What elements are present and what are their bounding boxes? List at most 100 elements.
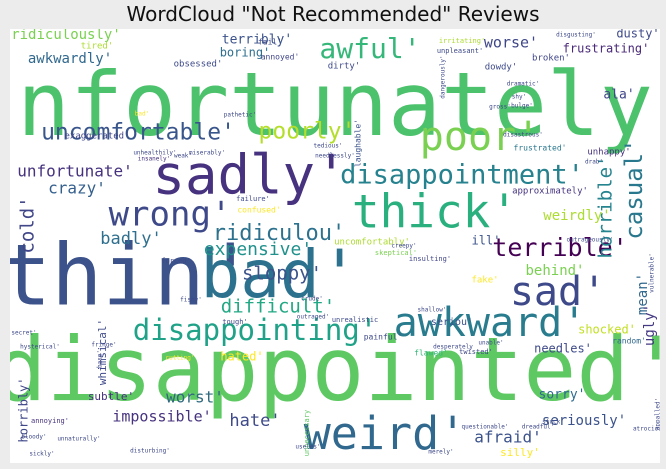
word-52: ill' [472, 234, 501, 248]
word-106: dangerously' [440, 55, 447, 98]
word-93: disturbing' [130, 448, 170, 455]
word-109: miserably' [189, 150, 225, 157]
word-48: subtle' [88, 390, 134, 403]
word-15: terrible' [492, 233, 627, 262]
word-120: crude' [301, 296, 323, 303]
word-113: shallow' [418, 307, 447, 314]
word-84: base' [97, 350, 104, 368]
word-46: boring' [220, 46, 271, 60]
word-81: skeptical' [375, 249, 417, 257]
word-28: ridiculously' [11, 29, 121, 43]
word-32: weirdly' [543, 208, 610, 224]
word-7: awkward' [394, 300, 587, 346]
word-cloud: unfortunately'disappointed'thin'bad'sadl… [10, 29, 660, 463]
word-77: unrealistic [332, 316, 378, 324]
word-71: irritating' [439, 37, 485, 45]
word-29: awkwardly' [28, 51, 112, 67]
word-11: disappointing' [133, 313, 377, 347]
word-111: needlessly' [315, 153, 355, 160]
word-85: unnecessary [303, 410, 311, 456]
word-69: fake' [471, 276, 498, 286]
word-18: ridiculou' [213, 221, 345, 246]
word-36: hate' [229, 411, 280, 431]
word-56: uncomfortably' [334, 238, 410, 248]
word-8: poor' [420, 114, 540, 160]
word-83: forced' [161, 257, 191, 265]
word-50: silly' [500, 446, 540, 459]
word-119: gross' [489, 104, 511, 111]
word-82: insulting' [409, 255, 451, 263]
word-5: weird' [304, 407, 467, 460]
word-97: dreadful' [522, 424, 555, 431]
word-53: seriou' [431, 317, 473, 328]
word-44: frustrating' [563, 42, 650, 56]
word-0: unfortunately' [10, 53, 660, 156]
chart-title: WordCloud "Not Recommended" Reviews [126, 2, 540, 26]
word-4: sadly' [152, 144, 347, 207]
word-80: tough' [222, 318, 247, 326]
word-20: horrible' [595, 156, 617, 259]
word-31: mean' [635, 273, 651, 315]
word-55: approximately' [512, 187, 588, 197]
word-42: shocked' [578, 323, 636, 337]
word-3: bad' [201, 236, 360, 313]
word-75: failure' [236, 195, 270, 203]
word-78: twisted' [459, 348, 493, 356]
word-49: horribly' [17, 377, 31, 442]
word-cloud-background [10, 29, 660, 463]
word-101: dramatic' [507, 81, 540, 88]
word-121: outraged' [297, 314, 330, 321]
word-35: worst' [166, 388, 224, 407]
word-41: needles' [534, 342, 592, 356]
word-40: seriously' [542, 413, 626, 429]
word-45: dusty' [616, 29, 659, 41]
word-27: worse' [484, 34, 538, 52]
word-86: cutting' [166, 355, 195, 362]
word-cloud-words: unfortunately'disappointed'thin'bad'sadl… [10, 29, 660, 460]
word-26: badly' [100, 229, 161, 249]
word-54: exaggerated' [64, 132, 129, 142]
word-74: annoying' [31, 417, 69, 425]
word-107: unhealthily' [133, 150, 176, 157]
word-90: atrocious' [633, 426, 660, 433]
word-116: fringe' [91, 342, 116, 349]
word-114: secret' [11, 330, 36, 337]
word-63: dowdy' [485, 63, 518, 73]
word-22: cold' [17, 196, 39, 253]
word-6: thick' [352, 185, 518, 239]
word-87: appalled' [655, 398, 661, 431]
word-99: desperately [433, 344, 473, 351]
word-37: afraid' [474, 428, 541, 447]
word-65: frustrated' [514, 144, 567, 153]
word-89: vulnerable' [649, 253, 656, 293]
word-10: wrong' [109, 195, 232, 235]
word-100: drab' [585, 159, 603, 166]
word-24: crazy' [48, 179, 106, 198]
word-79: unable' [478, 340, 503, 347]
word-16: poorly' [259, 119, 356, 145]
word-23: expensive' [204, 239, 312, 260]
word-92: sickly' [29, 451, 54, 458]
word-91: bloody' [21, 434, 46, 441]
word-33: behind' [525, 263, 584, 279]
word-39: sorry' [539, 388, 586, 403]
word-34: ugly' [642, 304, 658, 346]
word-98: stuck' [542, 419, 564, 426]
word-66: unhappy' [587, 148, 630, 158]
word-13: awful' [319, 32, 420, 65]
word-105: disastrous' [503, 132, 543, 139]
word-88: disgusting' [556, 32, 596, 39]
word-94: useles' [295, 444, 320, 451]
word-104: outrageously' [567, 237, 614, 244]
word-72: unpleasant' [437, 47, 483, 55]
word-123: bad' [135, 111, 149, 118]
word-95: merely' [428, 449, 453, 456]
word-122: creepy' [391, 243, 416, 250]
word-12: disappointment' [340, 160, 584, 191]
word-117: unnaturally' [57, 436, 100, 443]
word-17: casual' [620, 138, 648, 239]
word-1: disappointed' [10, 318, 660, 421]
word-62: fail' [258, 38, 282, 47]
word-73: laughable' [354, 119, 363, 167]
